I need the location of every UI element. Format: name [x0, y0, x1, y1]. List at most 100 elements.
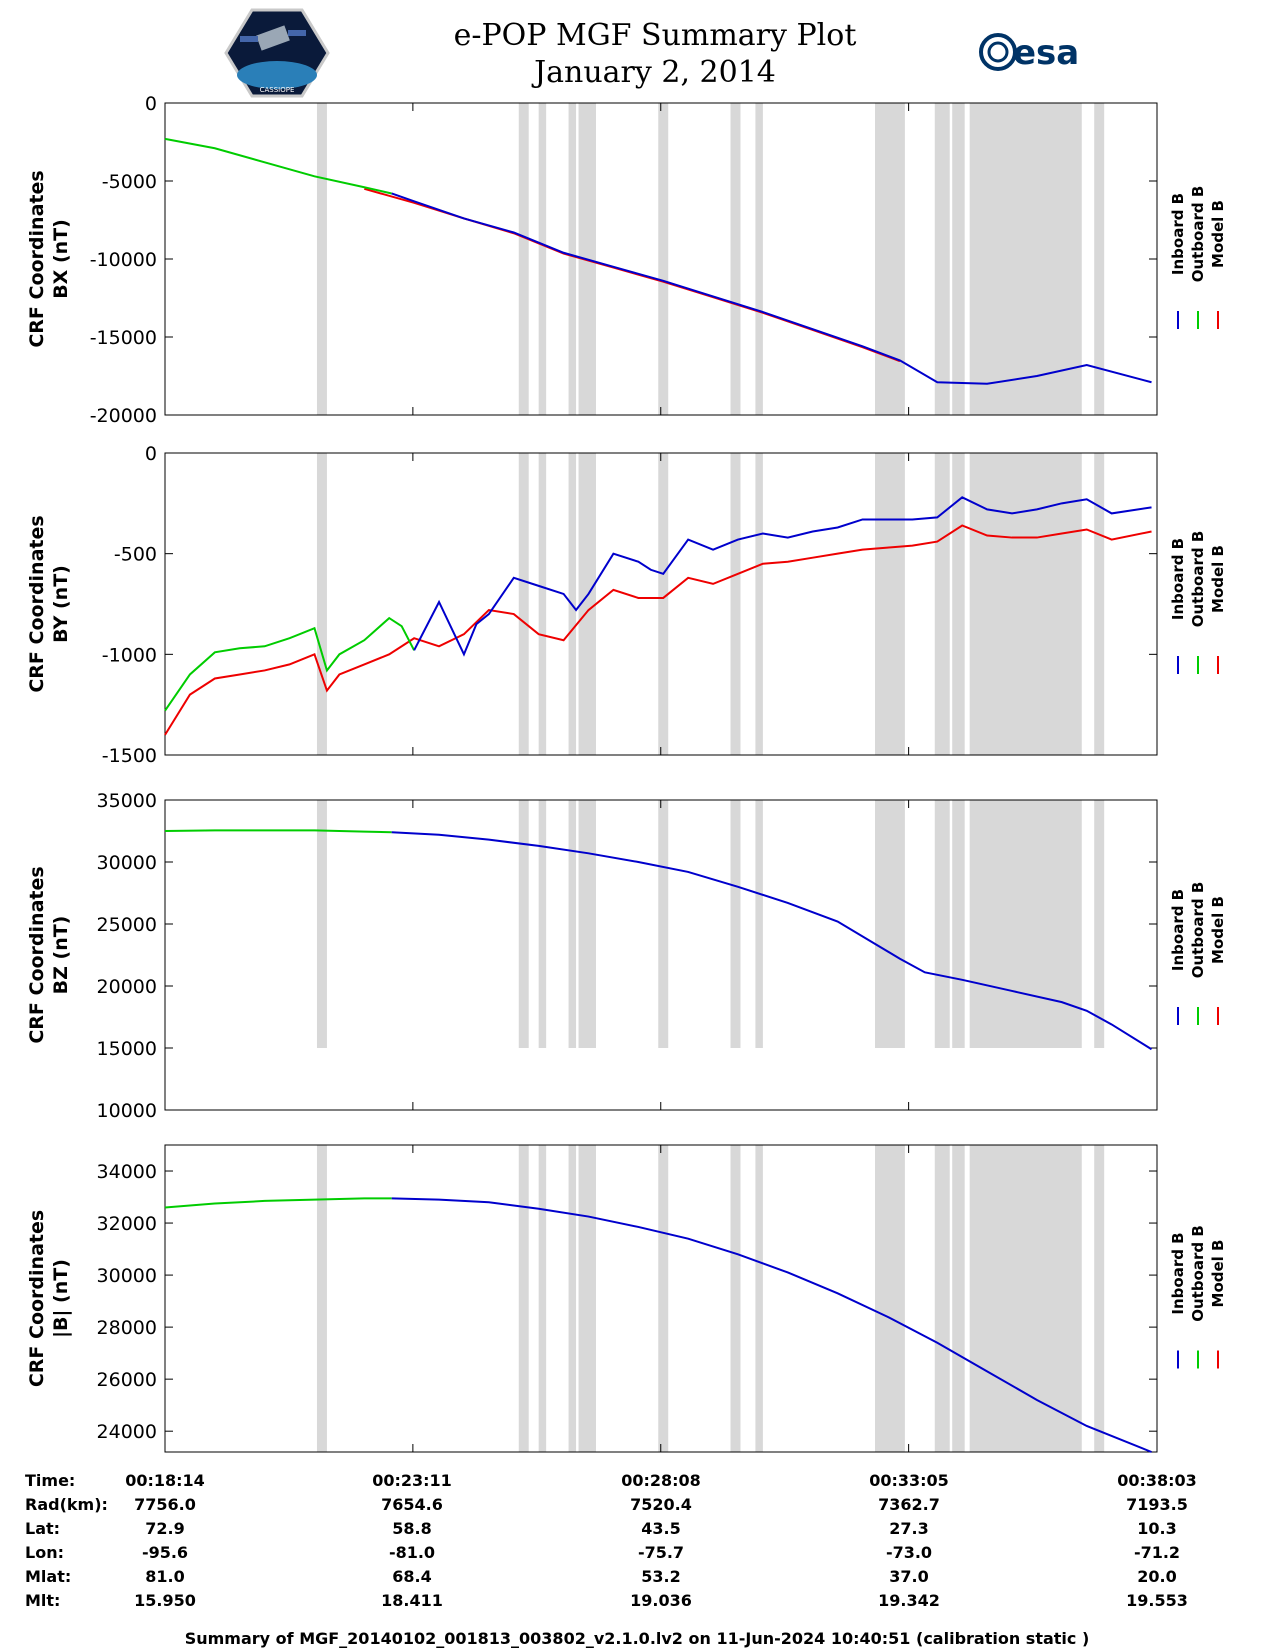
footer-cell: 15.950: [134, 1591, 196, 1610]
series-outboard-b: [164, 137, 392, 195]
data-gap-band: [969, 453, 1082, 755]
data-gap-band: [952, 1145, 965, 1452]
legend-outboard-label: Outboard B: [1189, 531, 1207, 628]
footer-cell: 7520.4: [630, 1495, 692, 1514]
cassiope-logo-text: CASSIOPE: [260, 86, 295, 94]
y-tick-label: 20000: [97, 976, 157, 998]
data-gap-band: [730, 453, 741, 755]
panel-1: 0 -5000 -10000 -15000 -20000 CRF Coordinates B…: [26, 93, 1227, 427]
data-gap-band: [316, 800, 327, 1048]
data-gap-band: [568, 800, 577, 1048]
legend-model-label: Model B: [1209, 1240, 1227, 1308]
data-gap-band: [1094, 103, 1105, 415]
series-outboard-b: [164, 616, 416, 712]
footer-cell: 27.3: [889, 1519, 928, 1538]
data-gap-band: [969, 103, 1082, 415]
series-inboard-b: [391, 1197, 1152, 1453]
footer-cell: 00:28:08: [621, 1471, 701, 1490]
footer-label-mlat: Mlat:: [25, 1567, 71, 1586]
legend-inboard-label: Inboard B: [1169, 1232, 1187, 1314]
y-tick-label: 35000: [97, 790, 157, 812]
legend-outboard-label: Outboard B: [1189, 1225, 1207, 1322]
footer-cell: 20.0: [1137, 1567, 1176, 1586]
footer-cell: 7756.0: [134, 1495, 196, 1514]
y-tick-label: 34000: [97, 1161, 157, 1183]
cassiope-logo: CASSIOPE: [224, 8, 330, 98]
y-axis-label-line-2: |B| (nT): [50, 1259, 72, 1338]
legend-inboard-label: Inboard B: [1169, 193, 1187, 275]
title-line-2: January 2, 2014: [531, 55, 776, 90]
footer-cell: -81.0: [389, 1543, 435, 1562]
footer-cell: 00:18:14: [125, 1471, 205, 1490]
y-tick-label: -10000: [90, 249, 157, 271]
legend: Inboard B Outboard B Model B: [1169, 531, 1227, 674]
footer-label-rad: Rad(km):: [25, 1495, 108, 1514]
data-gap-band: [518, 1145, 529, 1452]
data-gap-band: [730, 1145, 741, 1452]
footer-cell: 19.342: [878, 1591, 940, 1610]
y-tick-label: 26000: [97, 1369, 157, 1391]
footer-cell: -75.7: [638, 1543, 684, 1562]
data-gap-band: [658, 453, 669, 755]
footer-cell: 58.8: [392, 1519, 431, 1538]
footer-cell: 19.553: [1126, 1591, 1188, 1610]
panel-2: 0 -500 -1000 -1500 CRF Coordinates BY (nT) Inb…: [26, 443, 1227, 767]
y-tick-label: 25000: [97, 914, 157, 936]
series-inboard-b: [413, 496, 1152, 657]
y-tick-label: -20000: [90, 405, 157, 427]
y-axis-label-line-1: CRF Coordinates: [26, 866, 48, 1043]
footer-label-lon: Lon:: [25, 1543, 64, 1562]
footer-cell: 43.5: [641, 1519, 680, 1538]
y-tick-label: -1500: [102, 745, 157, 767]
data-gap-band: [568, 103, 577, 415]
footer-cell: 00:23:11: [372, 1471, 452, 1490]
data-gap-band: [874, 800, 905, 1048]
data-gap-band: [538, 1145, 547, 1452]
data-gap-band: [730, 103, 741, 415]
footer-cell: 53.2: [641, 1567, 680, 1586]
footer-columns: 00:18:14 7756.0 72.9 -95.6 81.0 15.950 00:23:1…: [125, 1471, 1197, 1610]
footer-caption: Summary of MGF_20140102_001813_003802_v2…: [185, 1629, 1090, 1648]
y-tick-label: 30000: [97, 852, 157, 874]
y-tick-label: 10000: [97, 1100, 157, 1122]
data-gap-band: [578, 453, 596, 755]
data-gap-band: [755, 800, 763, 1048]
esa-logo: esa: [979, 33, 1079, 73]
data-gap-band: [538, 103, 547, 415]
y-tick-label: 0: [145, 93, 157, 115]
data-gap-band: [755, 453, 763, 755]
footer-cell: -73.0: [886, 1543, 932, 1562]
data-gap-band: [755, 103, 763, 415]
y-tick-label: -15000: [90, 327, 157, 349]
series-outboard-b: [164, 1197, 392, 1209]
footer-cell: -71.2: [1134, 1543, 1180, 1562]
y-tick-label: 24000: [97, 1421, 157, 1443]
series-model-b: [164, 524, 1152, 736]
footer-cell: 00:38:03: [1117, 1471, 1197, 1490]
footer-label-lat: Lat:: [25, 1519, 60, 1538]
data-gap-band: [316, 1145, 327, 1452]
data-gap-band: [934, 800, 950, 1048]
y-axis-label-line-2: BZ (nT): [50, 916, 72, 995]
data-gap-band: [316, 103, 327, 415]
legend-model-label: Model B: [1209, 545, 1227, 613]
y-tick-label: 15000: [97, 1038, 157, 1060]
legend: Inboard B Outboard B Model B: [1169, 186, 1227, 329]
legend-inboard-label: Inboard B: [1169, 538, 1187, 620]
y-tick-label: -1000: [102, 644, 157, 666]
data-gap-band: [518, 103, 529, 415]
data-gap-band: [1094, 1145, 1105, 1452]
data-gap-band: [518, 800, 529, 1048]
footer-cell: 68.4: [392, 1567, 431, 1586]
footer-cell: -95.6: [142, 1543, 188, 1562]
data-gap-band: [568, 1145, 577, 1452]
footer-label-time: Time:: [25, 1471, 75, 1490]
y-tick-label: 32000: [97, 1213, 157, 1235]
legend-model-label: Model B: [1209, 896, 1227, 964]
legend-model-label: Model B: [1209, 200, 1227, 268]
legend-outboard-label: Outboard B: [1189, 882, 1207, 979]
data-gap-band: [658, 800, 669, 1048]
footer-cell: 37.0: [889, 1567, 928, 1586]
